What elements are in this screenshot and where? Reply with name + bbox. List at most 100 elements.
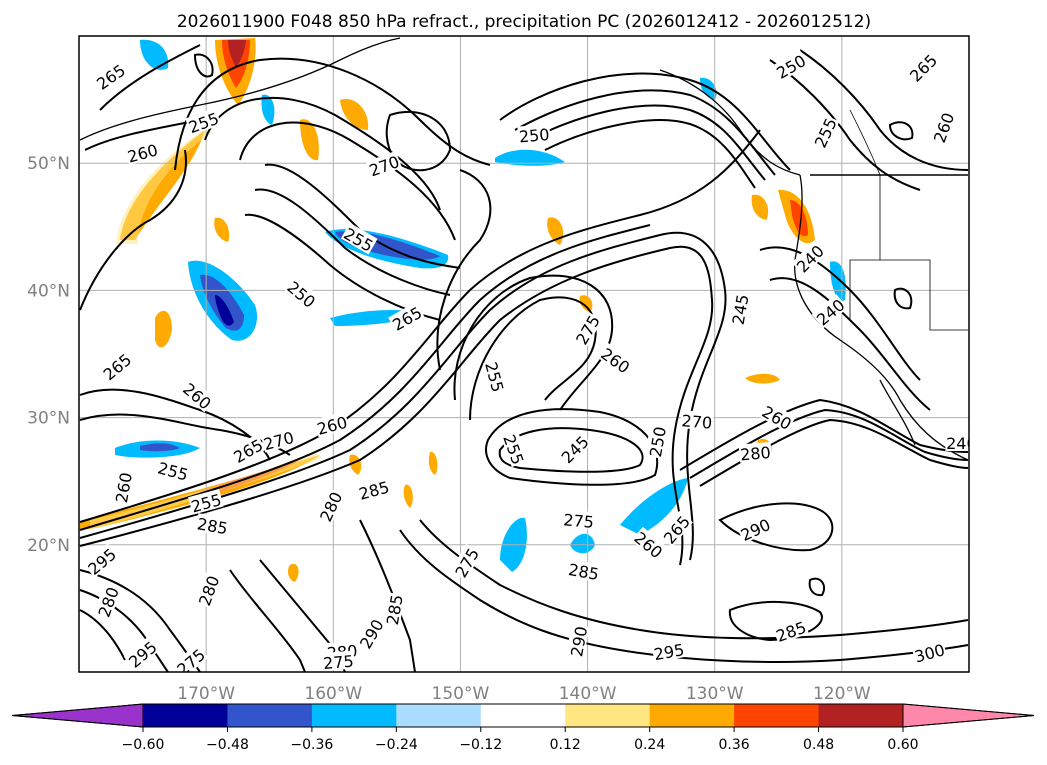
canada-provinces [849,109,881,176]
x-axis-ticks: 170°W 160°W 150°W 140°W 130°W 120°W [177,684,871,704]
contour-label-bg [727,291,751,327]
contour-line [229,569,306,672]
contour-label: 270 [680,410,714,433]
colorbar-extend-low [11,703,144,728]
contour-label-bg [450,543,482,581]
contour-label-bg [566,558,602,583]
precip-orange-spot [155,310,172,348]
contour-label-bg [321,650,356,672]
contour-label-bg [355,476,392,502]
colorbar-segment [818,704,904,727]
contour-label-bg [91,59,129,93]
colorbar-segment [565,704,650,727]
contour-label-bg [597,342,635,377]
colorbar-segment [143,704,228,727]
contour-line [399,529,969,663]
contour-line [436,169,492,371]
contour-label-text: 240 [946,434,977,453]
contour-line [498,427,644,473]
precip-orange-25n-b [428,451,438,475]
colorbar-segment [649,704,735,727]
contour-label: 280 [738,441,773,465]
contour-label: 285 [566,558,602,584]
precip-orange-38n [579,295,593,312]
y-tick-label: 50°N [27,154,70,174]
colorbar-segment [734,704,819,727]
contour-line [359,519,416,672]
contour-label-bg [772,49,809,82]
precip-blue-134w [620,478,688,535]
contour-label-bg [570,310,603,348]
map-frame [78,35,970,673]
contour-label-bg [172,643,209,672]
contour-line [193,53,214,78]
y-axis-ticks: 50°N 40°N 30°N 20°N [27,154,70,556]
contour-label: 300 [911,639,948,667]
contour-line [79,129,761,523]
contour-label-bg [500,430,529,468]
contour-label-bg [945,433,969,452]
contour-label-bg [284,276,321,311]
contour-label-bg [185,107,222,136]
contour-line [689,408,969,479]
contour-label-bg [928,109,957,146]
contour-label-bg [260,426,297,453]
contour-line [769,277,931,411]
contour-label: 250 [517,123,551,147]
precip-pnw-core [790,200,808,237]
contour-line [728,601,823,642]
contour-label-bg [98,348,135,384]
alaska-panhandle [659,69,801,176]
contour-label-bg [124,139,161,165]
contour-line [239,121,456,241]
contour-label-bg [772,616,809,645]
contour-label-bg [354,614,387,652]
contour-label-bg [340,222,378,255]
state-borders [849,175,968,331]
contour-label-bg [911,639,948,665]
contour-label-text: 250 [518,125,550,147]
precip-blue-19n [570,533,595,554]
contour-line [385,110,452,172]
y-tick-label: 30°N [27,409,70,429]
precip-orange-33n [745,373,780,384]
contour-line [888,121,914,141]
precip-aleutian-max [228,40,246,68]
contour-label-bg [188,489,224,515]
contour-label: 240 [945,433,977,453]
contour-line [544,119,756,189]
contour-label-bg [381,592,405,627]
colorbar-tick-label: −0.48 [206,737,249,753]
contour-label-bg [738,441,773,463]
contour-label-bg [179,378,216,413]
contour-label-bg [759,400,796,433]
contour-line [79,224,651,531]
contour-line [99,44,201,111]
contour-label: 275 [321,650,356,672]
contour-line [485,408,659,486]
baja-california [879,379,916,446]
contour-line [469,296,597,421]
precip-orange-20n [287,563,299,582]
colorbar-segment [480,704,566,727]
contour-label-bg [313,411,350,438]
contour-label-bg [644,424,669,459]
contour-line [799,49,969,171]
contour-line [419,519,969,640]
contour-label: 285 [195,513,230,538]
y-tick-label: 20°N [27,536,70,556]
contour-label: 275 [562,509,596,532]
colorbar-segment [311,704,397,727]
refractivity-contours [79,44,969,672]
x-tick-label: 160°W [304,684,362,704]
coastlines [79,37,969,461]
precip-blue-blob-max [215,295,234,326]
contour-label-bg [314,487,345,525]
precip-blue-57n [140,39,169,70]
precip-orange-44n-b [214,217,230,242]
contour-line [254,188,451,296]
contour-label-bg [482,358,509,395]
contour-line [769,59,921,191]
